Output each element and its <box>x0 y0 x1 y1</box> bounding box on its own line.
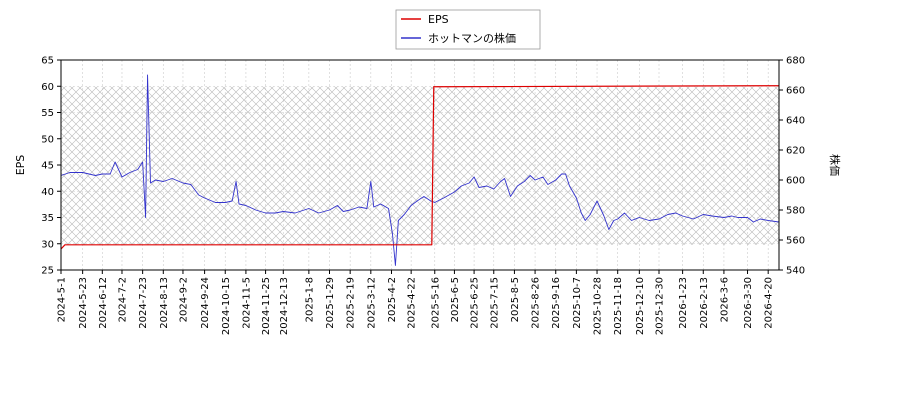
legend: EPS ホットマンの株価 <box>395 9 541 50</box>
x-tick-label: 2025-9-16 <box>551 277 562 329</box>
right-tick-label: 660 <box>786 86 805 97</box>
x-tick-label: 2024-5-1 <box>57 277 68 322</box>
x-tick-label: 2025-4-22 <box>407 277 418 329</box>
legend-box <box>395 9 541 50</box>
x-tick-label: 2024-10-15 <box>221 277 232 335</box>
x-axis-ticks: 2024-5-1 2024-5-23 2024-6-12 2024-7-2 2024-7… <box>57 270 775 335</box>
hatch-region <box>61 86 779 245</box>
x-tick-label: 2026-3-6 <box>719 277 730 322</box>
x-tick-label: 2024-12-13 <box>279 277 290 335</box>
x-tick-label: 2025-8-5 <box>510 277 521 322</box>
x-tick-label: 2025-12-10 <box>635 277 646 335</box>
x-tick-label: 2024-8-13 <box>159 277 170 329</box>
left-tick-label: 45 <box>41 161 54 172</box>
right-tick-label: 640 <box>786 116 805 127</box>
x-tick-label: 2026-3-30 <box>743 277 754 329</box>
left-tick-label: 40 <box>41 187 54 198</box>
left-tick-label: 60 <box>41 82 54 93</box>
x-tick-label: 2025-10-28 <box>593 277 604 335</box>
series-layer <box>61 74 779 266</box>
right-tick-label: 580 <box>786 206 805 217</box>
x-tick-label: 2024-7-2 <box>117 277 128 322</box>
x-tick-label: 2025-8-26 <box>531 277 542 329</box>
x-tick-label: 2024-9-24 <box>200 277 211 329</box>
left-axis-ticks: 25 30 35 40 45 50 55 60 65 <box>41 56 61 277</box>
right-axis-ticks: 540 560 580 600 620 640 660 680 <box>779 56 805 277</box>
x-tick-label: 2025-4-2 <box>387 277 398 322</box>
x-tick-label: 2025-3-12 <box>366 277 377 329</box>
x-tick-label: 2025-12-30 <box>655 277 666 335</box>
left-tick-label: 30 <box>41 239 54 250</box>
left-tick-label: 35 <box>41 213 54 224</box>
legend-label-price: ホットマンの株価 <box>428 31 516 45</box>
eps-line <box>61 85 779 250</box>
x-tick-label: 2024-9-2 <box>178 277 189 322</box>
x-tick-label: 2025-11-18 <box>613 277 624 335</box>
right-tick-label: 600 <box>786 176 805 187</box>
right-tick-label: 680 <box>786 56 805 67</box>
x-tick-label: 2025-1-29 <box>325 277 336 329</box>
x-tick-label: 2025-5-16 <box>430 277 441 329</box>
right-tick-label: 540 <box>786 266 805 277</box>
legend-label-eps: EPS <box>428 13 449 26</box>
x-tick-label: 2024-11-5 <box>241 277 252 329</box>
right-tick-label: 620 <box>786 146 805 157</box>
x-tick-label: 2024-7-23 <box>138 277 149 329</box>
x-tick-label: 2026-1-23 <box>678 277 689 329</box>
x-tick-label: 2025-7-15 <box>489 277 500 329</box>
left-tick-label: 25 <box>41 266 54 277</box>
x-tick-label: 2025-6-5 <box>450 277 461 322</box>
x-tick-label: 2025-1-8 <box>304 277 315 322</box>
right-axis-title: 株価 <box>828 154 842 176</box>
left-axis-title: EPS <box>14 155 27 176</box>
x-tick-label: 2024-6-12 <box>98 277 109 329</box>
x-tick-label: 2025-6-25 <box>470 277 481 329</box>
x-tick-label: 2025-2-19 <box>346 277 357 329</box>
x-tick-label: 2024-11-25 <box>261 277 272 335</box>
right-tick-label: 560 <box>786 236 805 247</box>
x-tick-label: 2026-2-13 <box>699 277 710 329</box>
x-tick-label: 2024-5-23 <box>78 277 89 329</box>
left-tick-label: 50 <box>41 134 54 145</box>
left-tick-label: 55 <box>41 108 54 119</box>
x-tick-label: 2025-10-7 <box>572 277 583 329</box>
price-line <box>61 74 779 266</box>
x-tick-label: 2026-4-20 <box>764 277 775 329</box>
left-tick-label: 65 <box>41 56 54 67</box>
